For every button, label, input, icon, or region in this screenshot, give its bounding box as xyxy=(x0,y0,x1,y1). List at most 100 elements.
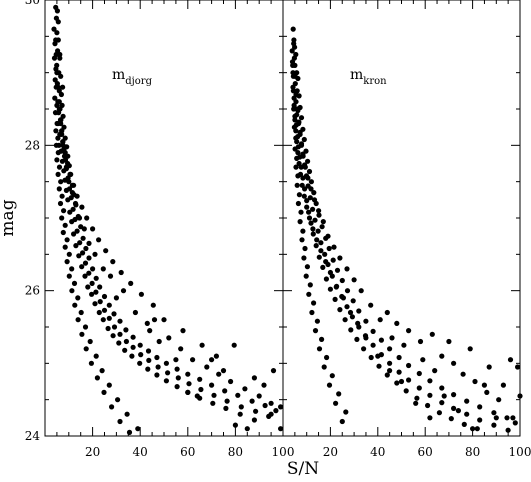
data-point xyxy=(324,354,330,361)
data-point xyxy=(301,193,307,199)
data-point xyxy=(305,158,311,164)
data-point xyxy=(292,146,298,152)
data-point xyxy=(406,377,412,383)
data-point xyxy=(213,353,219,359)
data-point xyxy=(347,309,354,316)
data-point xyxy=(486,364,492,370)
data-point xyxy=(290,26,296,32)
data-point xyxy=(406,362,412,369)
data-point xyxy=(273,408,279,414)
data-point xyxy=(55,135,61,141)
data-point xyxy=(82,324,89,330)
data-point xyxy=(307,282,313,288)
data-point xyxy=(52,110,59,116)
x-axis-title: S/N xyxy=(287,459,319,479)
data-point xyxy=(66,179,72,185)
data-point xyxy=(425,402,431,409)
data-point xyxy=(220,368,227,374)
data-point xyxy=(394,320,400,326)
data-point xyxy=(293,164,299,170)
data-point xyxy=(292,117,298,123)
data-point xyxy=(96,237,102,243)
data-point xyxy=(318,240,324,246)
data-point xyxy=(111,324,118,330)
data-point xyxy=(110,333,116,339)
data-point xyxy=(106,382,112,388)
data-point xyxy=(165,370,171,376)
data-point xyxy=(339,277,345,284)
data-point xyxy=(71,182,77,188)
data-point xyxy=(256,393,262,399)
data-point xyxy=(69,266,75,272)
data-point xyxy=(505,427,511,433)
data-point xyxy=(73,243,79,249)
data-point xyxy=(358,288,364,294)
data-point xyxy=(154,354,160,361)
data-point xyxy=(96,309,102,316)
data-point xyxy=(100,317,106,323)
data-point xyxy=(504,415,510,421)
data-point xyxy=(310,231,316,237)
data-point xyxy=(363,318,369,324)
data-point xyxy=(446,338,452,345)
data-point xyxy=(60,84,66,90)
data-point xyxy=(308,179,314,185)
data-point xyxy=(61,168,67,174)
data-point xyxy=(137,360,143,366)
data-point xyxy=(79,331,85,337)
data-point xyxy=(63,187,69,193)
data-point xyxy=(320,264,326,270)
data-point xyxy=(326,382,333,388)
data-point xyxy=(74,193,80,199)
y-tick-label: 28 xyxy=(25,138,40,152)
data-point xyxy=(314,237,320,243)
data-point xyxy=(86,270,92,276)
data-point xyxy=(186,381,192,387)
data-point xyxy=(82,273,88,279)
data-point xyxy=(297,171,304,177)
data-point xyxy=(491,422,497,428)
data-point xyxy=(135,426,141,432)
data-point xyxy=(69,190,75,196)
data-point xyxy=(249,398,255,404)
data-point xyxy=(138,352,144,358)
data-point xyxy=(414,395,420,401)
data-point xyxy=(113,295,119,301)
data-point xyxy=(330,257,336,263)
data-point xyxy=(439,385,445,391)
data-point xyxy=(464,398,470,404)
data-point xyxy=(60,229,66,236)
data-point xyxy=(76,215,83,221)
data-point xyxy=(154,372,160,378)
data-point xyxy=(66,273,72,279)
data-point xyxy=(306,215,313,221)
data-point xyxy=(123,327,129,333)
data-point xyxy=(384,372,390,378)
data-point xyxy=(441,393,447,399)
data-point xyxy=(185,371,191,377)
data-point xyxy=(298,115,305,121)
data-point xyxy=(101,389,107,395)
data-point xyxy=(451,392,457,398)
data-point xyxy=(296,120,302,127)
data-point xyxy=(398,378,405,385)
data-point xyxy=(311,197,318,203)
data-point xyxy=(53,37,59,43)
data-point xyxy=(130,344,136,350)
data-point xyxy=(363,335,369,341)
data-point xyxy=(432,368,438,374)
panel-kron-label-sub: kron xyxy=(363,76,387,87)
data-point xyxy=(101,293,108,300)
panel-djorg-points xyxy=(51,4,284,435)
data-point xyxy=(268,411,274,417)
data-point xyxy=(477,417,483,423)
data-point xyxy=(344,266,350,272)
data-point xyxy=(57,200,64,207)
data-point xyxy=(308,186,314,192)
data-point xyxy=(53,51,59,58)
data-point xyxy=(491,410,497,416)
data-point xyxy=(198,386,204,393)
data-point xyxy=(92,301,98,307)
data-point xyxy=(63,164,69,170)
data-point xyxy=(387,346,393,352)
